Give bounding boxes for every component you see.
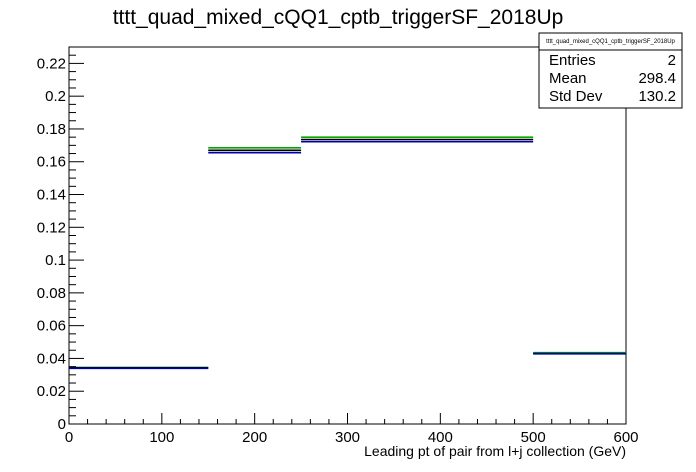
histogram-bars	[69, 136, 626, 370]
stats-stddev-value: 130.2	[638, 88, 676, 105]
x-tick-label: 500	[521, 429, 546, 446]
stats-entries-label: Entries	[549, 52, 596, 69]
stats-entries-value: 2	[668, 52, 676, 69]
chart-title: tttt_quad_mixed_cQQ1_cptb_triggerSF_2018…	[113, 6, 564, 29]
stats-mean-label: Mean	[549, 70, 587, 87]
y-tick-label: 0.16	[37, 154, 66, 171]
y-tick-label: 0.12	[37, 219, 66, 236]
x-tick-label: 100	[149, 429, 174, 446]
stats-mean-value: 298.4	[638, 70, 676, 87]
x-axis-label: Leading pt of pair from l+j collection (…	[364, 443, 626, 459]
y-tick-label: 0.08	[37, 285, 66, 302]
y-tick-label: 0.04	[37, 350, 66, 367]
x-tick-label: 200	[242, 429, 267, 446]
y-tick-label: 0.06	[37, 318, 66, 335]
plot-area: 0 100 200 300 400 500 600 0 0.02 0.04 0.06 0.08 0.1…	[37, 46, 639, 446]
x-tick-label: 300	[335, 429, 360, 446]
y-tick-label: 0.22	[37, 55, 66, 72]
stats-box-frame	[538, 32, 683, 109]
y-tick-label: 0.02	[37, 383, 66, 400]
stats-box: tttt_quad_mixed_cQQ1_cptb_triggerSF_2018…	[538, 32, 683, 109]
y-axis: 0 0.02 0.04 0.06 0.08 0.1 0.12 0.14 0.16 0.18 0.2 0…	[37, 46, 84, 433]
x-tick-label: 600	[613, 429, 638, 446]
x-tick-label: 400	[428, 429, 453, 446]
stats-box-title: tttt_quad_mixed_cQQ1_cptb_triggerSF_2018…	[546, 39, 675, 45]
y-tick-label: 0.14	[37, 187, 66, 204]
y-tick-label: 0	[58, 416, 66, 433]
y-tick-label: 0.18	[37, 121, 66, 138]
y-tick-label: 0.2	[45, 88, 66, 105]
x-tick-label: 0	[65, 429, 73, 446]
x-axis: 0 100 200 300 400 500 600	[65, 413, 639, 446]
stats-stddev-label: Std Dev	[549, 88, 603, 105]
y-tick-label: 0.1	[45, 252, 66, 269]
